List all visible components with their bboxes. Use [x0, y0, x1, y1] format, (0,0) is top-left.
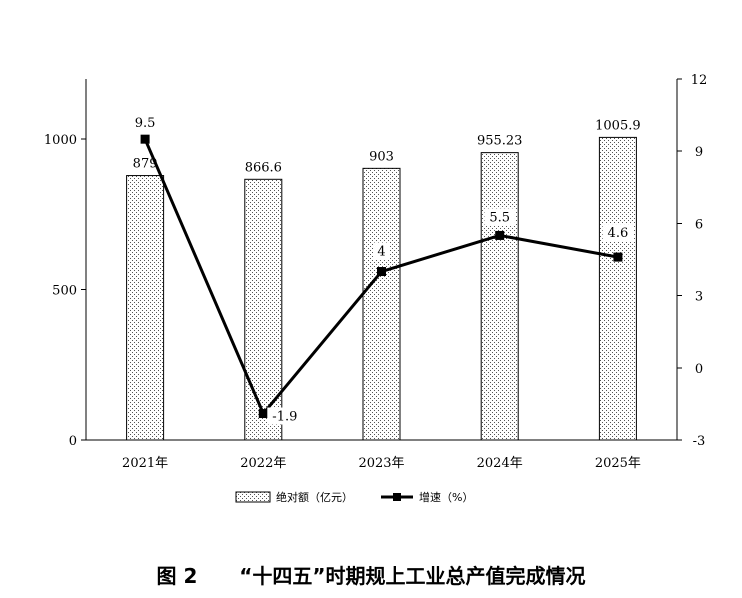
bar — [480, 152, 519, 441]
bar — [598, 136, 637, 441]
bar — [126, 175, 165, 441]
bar-value-label: 955.23 — [477, 134, 523, 149]
growth-marker — [140, 134, 150, 144]
left-tick-label: 1000 — [44, 133, 77, 148]
right-tick-label: 12 — [691, 73, 708, 88]
legend-bar-swatch — [235, 491, 271, 503]
growth-label-bg — [484, 208, 515, 226]
right-tick-label: -3 — [693, 434, 706, 449]
bar — [362, 167, 401, 441]
left-tick-label: 0 — [69, 434, 77, 449]
growth-label-bg — [129, 114, 161, 132]
figure-number: 图 2 — [156, 564, 198, 588]
growth-marker — [258, 409, 268, 419]
right-tick-label: 6 — [695, 217, 703, 232]
growth-marker — [613, 252, 623, 262]
x-tick-label: 2024年 — [477, 456, 523, 471]
x-tick-label: 2022年 — [240, 456, 286, 471]
x-tick-label: 2021年 — [122, 456, 168, 471]
chart-svg: 879 866.6 903 955.23 1005.9 0 500 1000 -3 0 3 6 9 12… — [44, 73, 707, 504]
x-tick-label: 2025年 — [595, 456, 641, 471]
figure-title: “十四五”时期规上工业总产值完成情况 — [239, 564, 586, 588]
growth-marker — [377, 267, 386, 277]
x-tick-label: 2023年 — [358, 456, 404, 471]
figure-caption: 图 2 “十四五”时期规上工业总产值完成情况 — [0, 560, 742, 589]
growth-label-bg — [602, 224, 634, 242]
bar-value-label: 903 — [369, 149, 394, 164]
growth-value-label: -1.9 — [272, 410, 297, 425]
legend-line-marker — [393, 493, 401, 501]
bar — [244, 178, 283, 441]
growth-value-label: 4.6 — [608, 226, 629, 241]
legend-bar-label: 绝对额（亿元） — [276, 490, 353, 504]
right-tick-label: 9 — [695, 145, 703, 160]
growth-value-label: 5.5 — [489, 210, 510, 225]
bar-value-label: 1005.9 — [595, 118, 641, 133]
line-series: 9.5 -1.9 4 5.5 4.6 — [129, 114, 634, 425]
bar-value-label: 866.6 — [245, 160, 282, 175]
left-tick-label: 500 — [52, 284, 77, 299]
growth-value-label: 4 — [377, 245, 385, 260]
axes: 0 500 1000 -3 0 3 6 9 12 2021年 2022年 2023年 2024年 2025… — [44, 73, 707, 471]
legend-line-label: 增速（%） — [419, 490, 473, 504]
growth-label-bg — [373, 242, 390, 260]
legend: 绝对额（亿元） 增速（%） — [235, 490, 473, 504]
right-tick-label: 3 — [695, 290, 703, 305]
bar-value-label: 879 — [133, 157, 158, 172]
growth-marker — [495, 230, 505, 240]
right-tick-label: 0 — [695, 362, 703, 377]
bar-series: 879 866.6 903 955.23 1005.9 — [126, 118, 641, 441]
growth-value-label: 9.5 — [135, 116, 156, 131]
growth-label-bg — [267, 407, 306, 425]
